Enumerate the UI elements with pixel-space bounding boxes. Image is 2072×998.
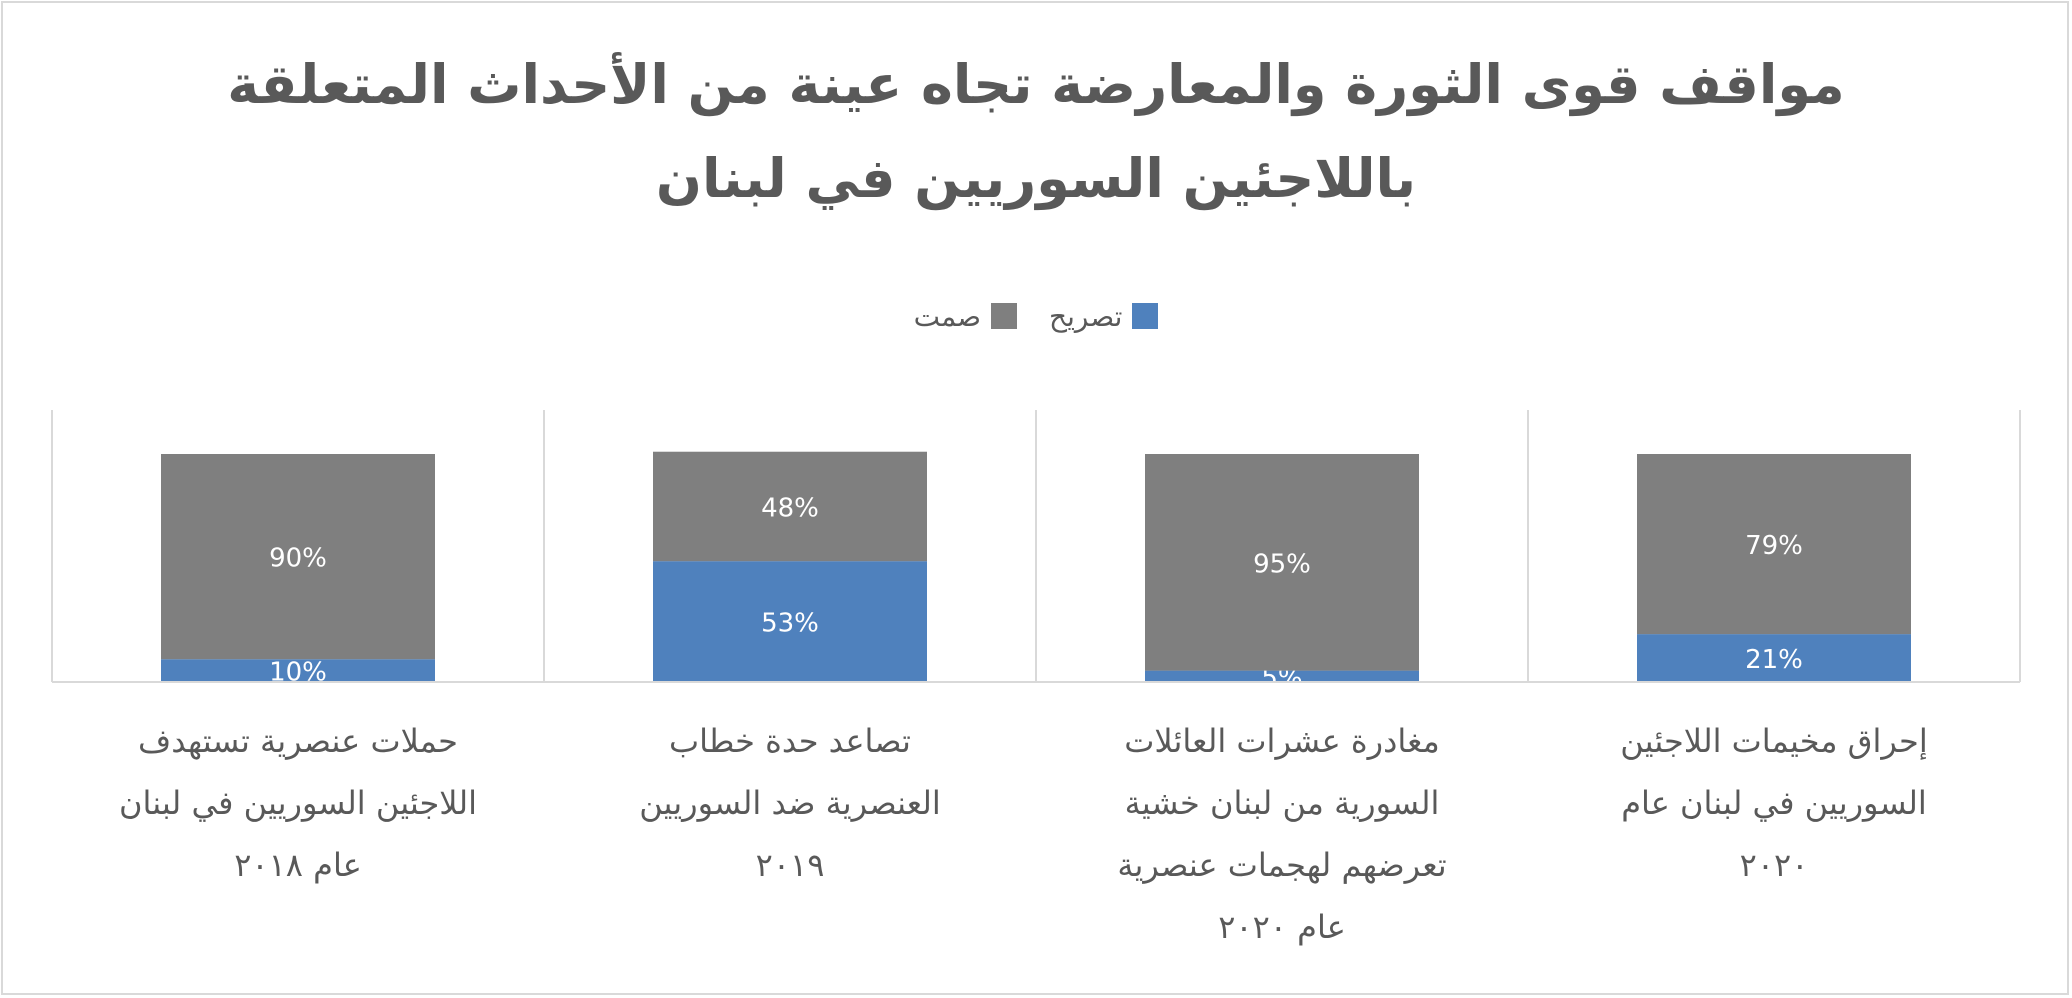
data-label-statement: 21% (1745, 645, 1803, 675)
category-label-line: حملات عنصرية تستهدف (138, 722, 458, 760)
chart-title-line-1: مواقف قوى الثورة والمعارضة تجاه عينة من … (227, 53, 1845, 116)
bar-silence (653, 451, 927, 562)
category-label-line: عام ٢٠١٨ (234, 846, 362, 884)
data-label-statement: 53% (761, 609, 819, 639)
legend-swatch-silence (991, 303, 1018, 329)
bar-silence (161, 454, 435, 660)
data-label-silence: 90% (269, 544, 327, 574)
chart-title-line-2: باللاجئين السوريين في لبنان (655, 147, 1417, 210)
category-label-line: إحراق مخيمات اللاجئين (1620, 722, 1928, 760)
category-label-line: السورية من لبنان خشية (1124, 784, 1440, 822)
legend-item-statement: تصريح (1049, 299, 1159, 333)
category-label-line: اللاجئين السوريين في لبنان (118, 784, 478, 822)
legend-swatch-statement (1132, 303, 1159, 329)
category-label-line: ٢٠١٩ (755, 846, 825, 884)
category-label: إحراق مخيمات اللاجئين السوريين في لبنان ع… (1539, 710, 2009, 896)
category-label: مغادرة عشرات العائلات السورية من لبنان خش… (1047, 710, 1517, 958)
category-label: حملات عنصرية تستهدف اللاجئين السوريين في … (63, 710, 533, 896)
data-label-silence: 79% (1745, 531, 1803, 561)
data-label-silence: 95% (1253, 549, 1311, 579)
category-label-line: تعرضهم لهجمات عنصرية (1117, 846, 1447, 884)
legend-label-statement: تصريح (1049, 299, 1123, 333)
chart-title: مواقف قوى الثورة والمعارضة تجاه عينة من … (0, 38, 2072, 226)
legend: تصريح صمت (0, 296, 2072, 336)
bar-statement (1145, 670, 1419, 682)
category-label-line: مغادرة عشرات العائلات (1124, 722, 1440, 760)
legend-label-silence: صمت (913, 299, 982, 333)
category-label-line: تصاعد حدة خطاب (669, 722, 911, 760)
bar-statement (161, 659, 435, 682)
category-label-line: عام ٢٠٢٠ (1218, 908, 1346, 946)
bar-statement (653, 561, 927, 682)
bar-silence (1145, 454, 1419, 671)
bar-statement (1637, 634, 1911, 682)
category-label-line: ٢٠٢٠ (1739, 846, 1809, 884)
category-label: تصاعد حدة خطاب العنصرية ضد السوريين ٢٠١٩ (555, 710, 1025, 896)
data-label-statement: 10% (269, 658, 327, 688)
category-label-line: العنصرية ضد السوريين (639, 784, 941, 822)
bar-silence (1637, 454, 1911, 635)
legend-item-silence: صمت (913, 299, 1018, 333)
data-label-silence: 48% (761, 493, 819, 523)
category-label-line: السوريين في لبنان عام (1621, 784, 1927, 822)
